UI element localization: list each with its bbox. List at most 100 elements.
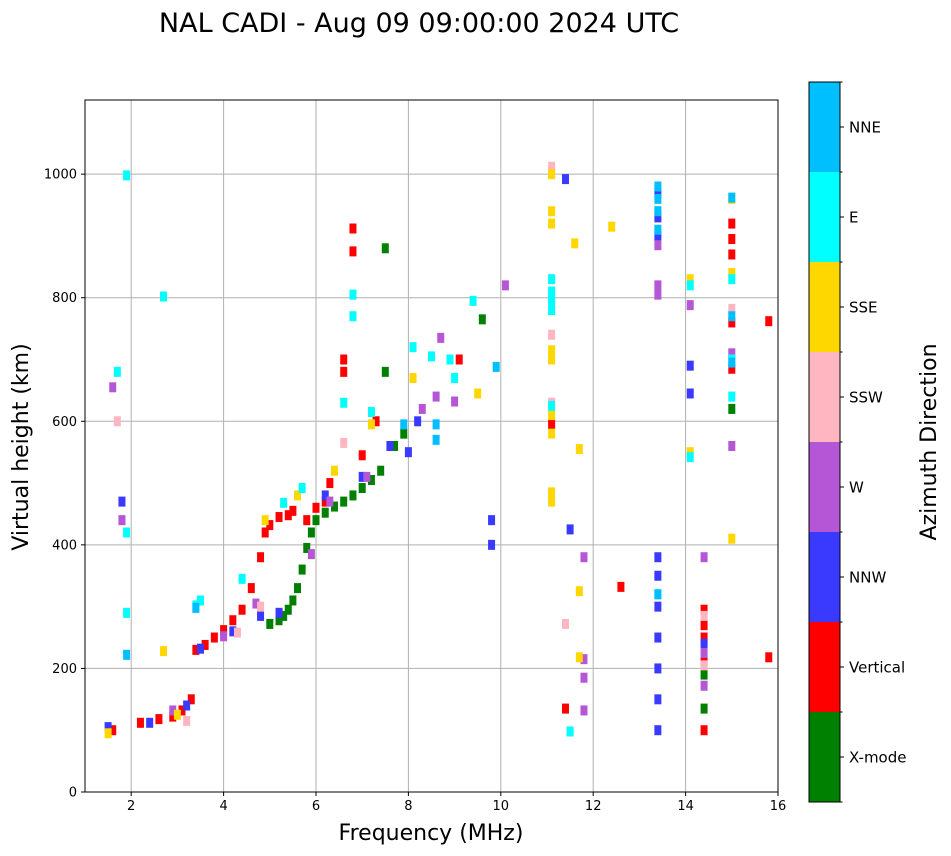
data-point: [700, 660, 708, 671]
data-point: [654, 280, 662, 291]
series-x-mode: [266, 243, 736, 714]
data-point: [247, 583, 255, 594]
x-axis-ticks: 2 4 6 8 10 12 14 16: [127, 792, 786, 814]
data-point: [173, 709, 181, 720]
data-point: [160, 646, 168, 657]
data-point: [575, 586, 583, 597]
data-point: [492, 361, 500, 372]
x-tick-label: 8: [404, 799, 412, 814]
data-point: [566, 524, 574, 535]
data-point: [548, 496, 556, 507]
data-point: [654, 663, 662, 674]
data-point: [284, 604, 292, 615]
data-point: [686, 388, 694, 399]
series-w: [109, 240, 736, 716]
data-point: [123, 527, 131, 538]
data-point: [548, 354, 556, 365]
data-point: [548, 206, 556, 217]
data-point: [303, 515, 311, 526]
data-point: [728, 391, 736, 402]
data-point: [608, 221, 616, 232]
data-point: [312, 515, 320, 526]
data-point: [728, 268, 736, 278]
data-point: [187, 694, 195, 705]
plot-area: 2 4 6 8 10 12 14 16 0 200 400 600 800 1000: [44, 99, 786, 814]
data-point: [266, 618, 274, 629]
data-point: [349, 490, 357, 501]
data-point: [474, 388, 482, 399]
colorbar-segment: [809, 622, 840, 712]
data-point: [432, 434, 440, 445]
y-tick-label: 0: [69, 786, 77, 801]
data-point: [381, 243, 389, 254]
data-point: [123, 607, 131, 618]
plot-frame: [84, 99, 779, 793]
data-point: [192, 602, 200, 613]
data-point: [478, 314, 486, 325]
data-point: [451, 396, 459, 407]
data-point: [183, 715, 191, 726]
colorbar-frame: [808, 81, 841, 803]
data-point: [326, 478, 334, 489]
chart-title: NAL CADI - Aug 09 09:00:00 2024 UTC: [159, 8, 679, 39]
data-point: [580, 654, 588, 665]
data-point: [575, 652, 583, 663]
x-tick-label: 10: [493, 799, 510, 814]
colorbar-segment: [809, 712, 840, 802]
data-point: [197, 595, 204, 606]
colorbar-tick-label: X-mode: [849, 749, 906, 767]
data-point: [289, 595, 297, 606]
colorbar-tick-label: W: [849, 479, 864, 497]
colorbar-segment: [809, 82, 840, 172]
data-point: [654, 230, 662, 241]
data-point: [686, 360, 694, 371]
data-point: [728, 218, 736, 229]
data-point: [340, 366, 348, 377]
data-point: [307, 549, 315, 560]
data-point: [548, 295, 556, 306]
x-tick-label: 4: [219, 799, 227, 814]
data-point: [728, 363, 736, 374]
data-point: [238, 604, 246, 615]
data-point: [349, 223, 357, 234]
data-point: [548, 487, 556, 498]
data-point: [400, 428, 408, 439]
data-point: [654, 725, 662, 736]
data-point: [391, 441, 399, 451]
data-point: [548, 410, 556, 421]
data-point: [414, 416, 422, 427]
data-point: [123, 649, 131, 660]
data-point: [340, 496, 348, 507]
data-point: [358, 450, 366, 461]
data-point: [700, 669, 708, 680]
data-point: [409, 373, 417, 384]
data-point: [321, 507, 329, 518]
data-point: [298, 483, 306, 494]
series-nne: [123, 181, 736, 660]
data-point: [349, 311, 357, 322]
data-point: [548, 161, 556, 172]
data-point: [728, 274, 736, 285]
data-point: [700, 703, 708, 714]
colorbar-tick-label: NNE: [849, 119, 881, 137]
data-point: [561, 174, 569, 185]
data-point: [340, 437, 348, 448]
colorbar-tick-label: SSW: [849, 389, 883, 407]
data-point: [728, 533, 736, 544]
series-nnw: [104, 174, 708, 736]
data-point: [548, 400, 556, 411]
data-point: [367, 407, 375, 418]
data-point: [654, 212, 662, 223]
data-point: [330, 501, 338, 512]
data-point: [183, 700, 191, 711]
data-point: [728, 311, 736, 322]
data-point: [358, 483, 366, 494]
data-point: [229, 626, 237, 637]
data-point: [700, 620, 708, 631]
y-tick-label: 200: [52, 662, 77, 677]
data-point: [192, 644, 200, 655]
data-point: [349, 246, 357, 257]
data-point: [571, 238, 579, 249]
data-point: [238, 573, 246, 584]
